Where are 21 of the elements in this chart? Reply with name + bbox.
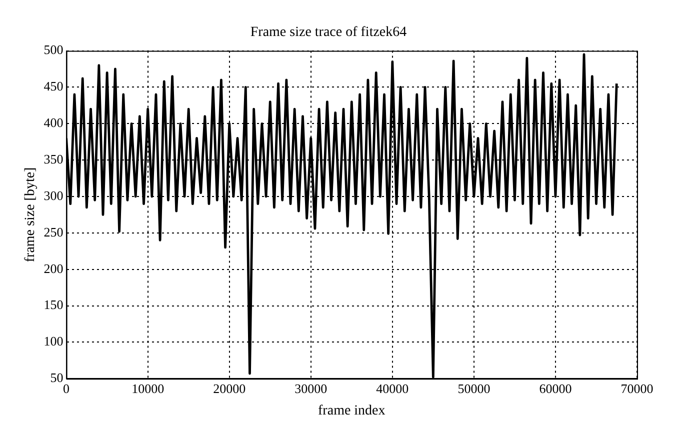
y-tick-label: 50	[50, 370, 64, 386]
x-tick-label: 60000	[539, 380, 572, 396]
x-tick-label: 20000	[213, 380, 246, 396]
x-tick-label: 70000	[620, 380, 654, 396]
x-tick-label: 40000	[376, 380, 409, 396]
chart-title: Frame size trace of fitzek64	[250, 25, 407, 40]
x-tick-label: 50000	[458, 380, 490, 396]
y-tick-label: 400	[44, 115, 64, 130]
x-tick-label: 30000	[294, 380, 328, 396]
y-tick-label: 500	[44, 42, 64, 58]
y-tick-label: 250	[44, 224, 64, 240]
y-tick-label: 350	[44, 151, 64, 166]
y-tick-label: 200	[44, 260, 64, 276]
y-tick-label: 300	[44, 188, 64, 203]
y-axis-title: frame size [byte]	[23, 167, 38, 262]
y-tick-label: 150	[44, 297, 64, 312]
x-tick-label: 0	[63, 380, 70, 396]
x-axis-title: frame index	[318, 403, 386, 418]
x-tick-label: 10000	[132, 380, 164, 396]
y-tick-label: 450	[44, 78, 64, 94]
y-tick-label: 100	[44, 334, 64, 349]
